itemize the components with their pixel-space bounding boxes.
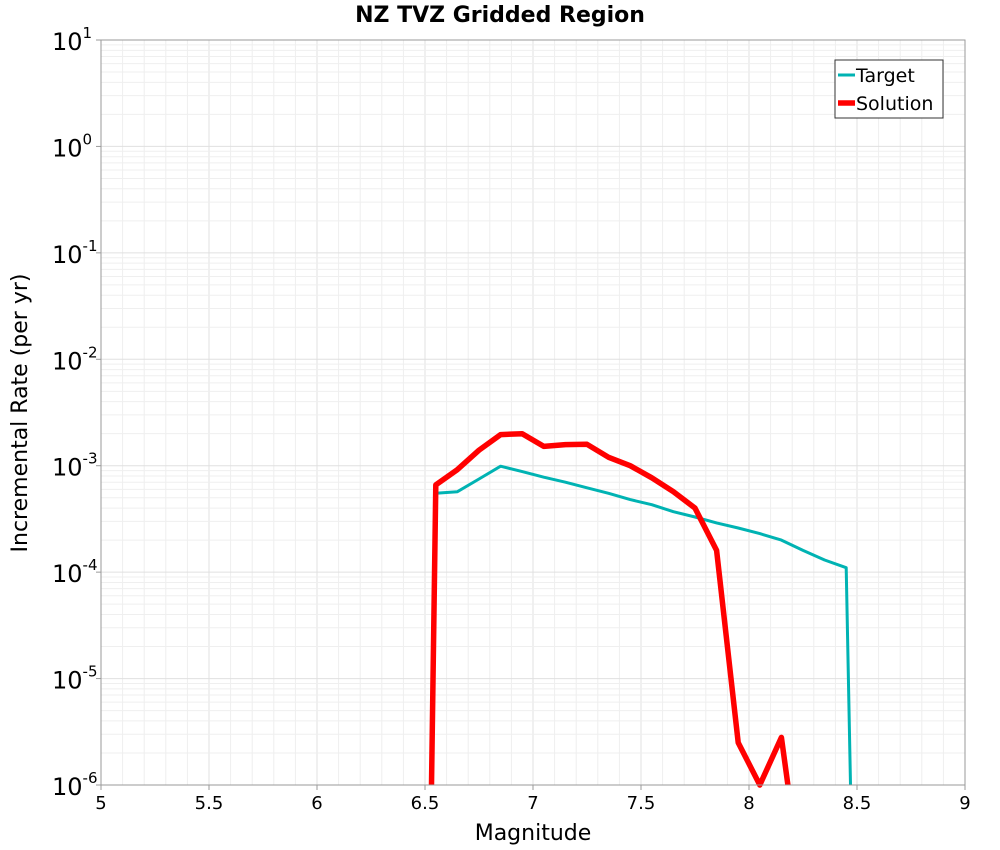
x-tick-label: 9 <box>959 793 970 814</box>
chart-title: NZ TVZ Gridded Region <box>355 3 645 28</box>
y-tick-base: 10 <box>52 28 83 56</box>
y-tick-base: 10 <box>52 347 83 375</box>
x-tick-label: 6.5 <box>411 793 440 814</box>
x-tick-label: 8 <box>743 793 754 814</box>
y-tick-label: 100 <box>52 130 92 162</box>
y-tick-base: 10 <box>52 560 83 588</box>
y-tick-exponent: -6 <box>83 769 98 787</box>
series-line-target <box>435 464 852 786</box>
y-tick-exponent: -4 <box>83 556 98 574</box>
series-group <box>428 430 852 788</box>
legend-label-target: Target <box>855 65 915 87</box>
x-ticks: 5 5.5 6 6.5 7 7.5 8 8.5 9 <box>95 785 971 814</box>
x-tick-label: 7.5 <box>627 793 656 814</box>
grid <box>100 40 966 786</box>
y-tick-label: 10-3 <box>52 450 98 482</box>
legend-label-solution: Solution <box>856 93 933 115</box>
y-axis-label: Incremental Rate (per yr) <box>8 274 33 553</box>
y-tick-base: 10 <box>52 241 83 269</box>
y-tick-label: 10-4 <box>52 556 98 588</box>
y-tick-exponent: -3 <box>83 450 98 468</box>
x-tick-label: 5.5 <box>195 793 224 814</box>
x-tick-label: 6 <box>311 793 322 814</box>
y-tick-exponent: 1 <box>83 24 93 42</box>
y-tick-label: 101 <box>52 24 92 56</box>
y-tick-label: 10-5 <box>52 663 98 695</box>
y-tick-base: 10 <box>52 773 83 801</box>
legend-box <box>834 59 944 119</box>
y-tick-exponent: -1 <box>83 237 98 255</box>
y-tick-exponent: -2 <box>83 343 98 361</box>
y-tick-base: 10 <box>52 134 83 162</box>
y-tick-label: 10-2 <box>52 343 98 375</box>
y-tick-label: 10-1 <box>52 237 98 269</box>
y-tick-label: 10-6 <box>52 769 98 801</box>
x-tick-label: 8.5 <box>843 793 872 814</box>
y-tick-base: 10 <box>52 454 83 482</box>
y-tick-exponent: 0 <box>83 130 93 148</box>
y-tick-base: 10 <box>52 667 83 695</box>
y-tick-exponent: -5 <box>83 663 98 681</box>
series-line-solution <box>428 430 791 788</box>
legend: Target Solution <box>834 59 944 119</box>
x-tick-label: 7 <box>527 793 538 814</box>
x-axis-label: Magnitude <box>475 821 592 846</box>
x-tick-label: 5 <box>95 793 106 814</box>
